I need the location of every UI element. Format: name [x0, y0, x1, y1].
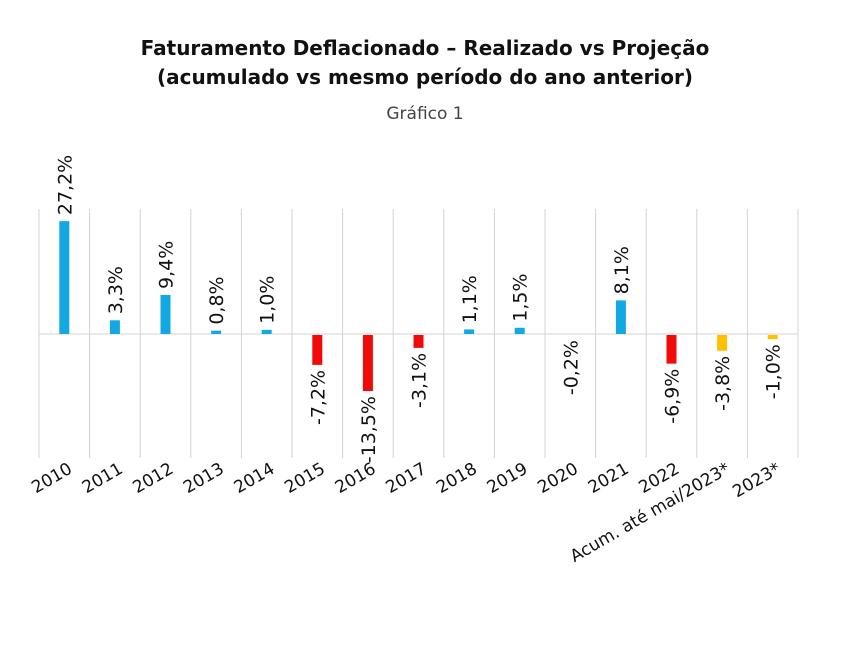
bar-2017 — [413, 335, 424, 348]
bar-2013 — [211, 330, 222, 334]
chart-title: Faturamento Deflacionado – Realizado vs … — [140, 36, 710, 60]
bar-acum-at-mai-2023- — [717, 335, 728, 351]
x-axis-labels-group: 2010 2011 2012 2013 2014 2015 2016 2017 2018 2019… — [28, 459, 784, 567]
data-label: -3,8% — [712, 356, 734, 411]
x-tick-label: 2023* — [729, 459, 784, 502]
bar-2014 — [261, 329, 272, 334]
x-tick-label: 2019 — [484, 459, 531, 498]
chart-title-line2: (acumulado vs mesmo período do ano anter… — [156, 65, 694, 89]
bar-2011 — [109, 320, 120, 334]
data-label: 8,1% — [611, 246, 633, 294]
data-label: 0,8% — [206, 276, 228, 324]
x-tick-label: 2021 — [585, 459, 632, 498]
data-label: -0,2% — [560, 340, 582, 395]
data-label: 1,0% — [257, 276, 279, 324]
bar-2012 — [160, 294, 171, 334]
data-label: -7,2% — [307, 370, 329, 425]
data-label: 1,1% — [459, 275, 481, 323]
bars-group — [59, 221, 778, 392]
data-label: -1,0% — [763, 344, 785, 399]
data-label: -3,1% — [409, 353, 431, 408]
bar-2021 — [615, 300, 626, 334]
data-labels-group: 27,2% 3,3% 9,4% 0,8% 1,0% -7,2% -13,5% -3,1% 1,1… — [54, 155, 784, 463]
x-tick-label: 2015 — [281, 459, 328, 498]
x-tick-label: 2011 — [79, 459, 126, 498]
bar-2010 — [59, 221, 70, 334]
data-label: 9,4% — [156, 241, 178, 289]
data-label: -13,5% — [358, 396, 380, 463]
data-label: -6,9% — [662, 369, 684, 424]
x-tick-label: 2017 — [383, 459, 430, 498]
x-tick-label: 2016 — [332, 459, 379, 498]
data-label: 27,2% — [54, 155, 76, 215]
bar-2016 — [362, 335, 373, 392]
x-tick-label: 2010 — [28, 459, 75, 498]
bar-2022 — [666, 335, 677, 364]
data-label: 1,5% — [510, 273, 532, 321]
x-tick-label: 2013 — [180, 459, 227, 498]
x-tick-label: 2014 — [231, 459, 278, 498]
chart-subtitle: Gráfico 1 — [386, 104, 464, 124]
x-tick-label: 2012 — [130, 459, 177, 498]
x-tick-label: 2020 — [534, 459, 581, 498]
bar-2018 — [464, 329, 475, 334]
bar-2019 — [514, 327, 525, 334]
data-label: 3,3% — [105, 266, 127, 314]
x-tick-label: 2018 — [433, 459, 480, 498]
bar-2023- — [767, 335, 778, 340]
bar-2015 — [312, 335, 323, 365]
